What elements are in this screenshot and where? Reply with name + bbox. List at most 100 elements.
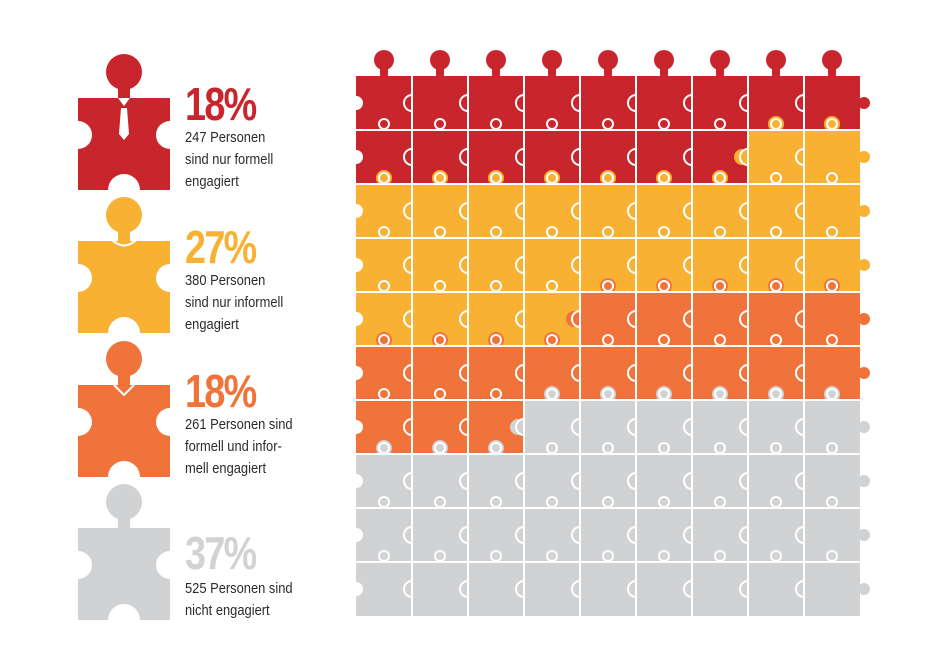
puzzle-knob-outline [459, 310, 469, 328]
legend-percent-none: 37% [185, 527, 257, 579]
puzzle-knob-outline [459, 364, 469, 382]
puzzle-knob [790, 311, 806, 327]
puzzle-knob [398, 257, 414, 273]
puzzle-knob [678, 95, 694, 111]
puzzle-knob [510, 473, 526, 489]
puzzle-knob [454, 149, 470, 165]
puzzle-tab [436, 64, 444, 78]
legend-percent-both: 18% [185, 365, 257, 417]
puzzle-knob [622, 149, 638, 165]
puzzle-knob [678, 365, 694, 381]
puzzle-knob [858, 583, 870, 595]
puzzle-knob [598, 50, 618, 70]
puzzle-knob [734, 365, 750, 381]
puzzle-knob-outline [515, 526, 525, 544]
legend-line: sind nur informell [185, 294, 284, 311]
puzzle-knob [566, 203, 582, 219]
puzzle-person-icon-informal [78, 197, 170, 333]
puzzle-knob-outline [571, 148, 581, 166]
puzzle-knob-outline [683, 364, 693, 382]
puzzle-knob [398, 149, 414, 165]
puzzle-knob [398, 419, 414, 435]
puzzle-tab [828, 64, 836, 78]
puzzle-knob [454, 203, 470, 219]
puzzle-knob [566, 581, 582, 597]
puzzle-knob [454, 581, 470, 597]
puzzle-knob-outline [795, 526, 805, 544]
puzzle-knob-outline [795, 418, 805, 436]
puzzle-knob-outline [403, 256, 413, 274]
puzzle-knob [858, 97, 870, 109]
puzzle-knob-outline [739, 472, 749, 490]
puzzle-knob-outline [515, 310, 525, 328]
legend-line: 247 Personen [185, 129, 266, 146]
puzzle-knob [734, 527, 750, 543]
puzzle-knob [510, 257, 526, 273]
puzzle-knob [858, 259, 870, 271]
puzzle-piece [804, 562, 860, 616]
legend-line: 525 Personen sind [185, 580, 293, 597]
puzzle-knob-outline [795, 580, 805, 598]
puzzle-knob-outline [683, 418, 693, 436]
puzzle-knob-outline [515, 418, 525, 436]
puzzle-knob [454, 419, 470, 435]
puzzle-knob [566, 311, 582, 327]
puzzle-knob-outline [571, 526, 581, 544]
puzzle-knob [858, 529, 870, 541]
puzzle-knob-outline [739, 202, 749, 220]
puzzle-knob [566, 257, 582, 273]
puzzle-knob-outline [459, 472, 469, 490]
puzzle-knob [398, 95, 414, 111]
puzzle-tab [492, 64, 500, 78]
puzzle-notch [352, 204, 363, 218]
legend-item-both: 18% 261 Personen sind formell und infor-… [78, 337, 348, 477]
puzzle-knob [734, 581, 750, 597]
puzzle-knob-outline [739, 256, 749, 274]
puzzle-knob-outline [403, 310, 413, 328]
puzzle-knob [678, 473, 694, 489]
puzzle-tab [548, 64, 556, 78]
puzzle-knob-outline [627, 310, 637, 328]
puzzle-tab [660, 64, 668, 78]
puzzle-notch [352, 312, 363, 326]
puzzle-knob [622, 581, 638, 597]
puzzle-knob-outline [739, 526, 749, 544]
puzzle-knob-outline [571, 202, 581, 220]
puzzle-knob-outline [403, 148, 413, 166]
puzzle-notch [352, 528, 363, 542]
puzzle-notch [352, 258, 363, 272]
puzzle-knob-outline [627, 202, 637, 220]
legend-percent-formal: 18% [185, 78, 257, 130]
puzzle-knob-outline [739, 580, 749, 598]
puzzle-knob-outline [683, 148, 693, 166]
puzzle-knob [734, 311, 750, 327]
puzzle-knob-outline [571, 364, 581, 382]
puzzle-knob [858, 367, 870, 379]
puzzle-knob [398, 581, 414, 597]
puzzle-knob-outline [515, 94, 525, 112]
puzzle-tab [380, 64, 388, 78]
puzzle-knob [790, 95, 806, 111]
puzzle-knob [622, 257, 638, 273]
puzzle-knob-outline [739, 310, 749, 328]
puzzle-person-icon-both [78, 341, 170, 477]
puzzle-knob [734, 95, 750, 111]
puzzle-knob-outline [627, 580, 637, 598]
puzzle-notch [352, 582, 363, 596]
puzzle-knob-outline [683, 202, 693, 220]
puzzle-knob-outline [739, 418, 749, 436]
puzzle-knob-outline [571, 310, 581, 328]
puzzle-knob [566, 527, 582, 543]
puzzle-knob-outline [403, 202, 413, 220]
puzzle-knob-outline [795, 364, 805, 382]
puzzle-notch [352, 150, 363, 164]
puzzle-notch [352, 366, 363, 380]
puzzle-knob [566, 95, 582, 111]
puzzle-knob-outline [795, 310, 805, 328]
puzzle-knob-outline [571, 472, 581, 490]
legend-line: 380 Personen [185, 272, 266, 289]
legend-percent-informal: 27% [185, 221, 257, 273]
puzzle-knob [734, 203, 750, 219]
puzzle-knob [510, 581, 526, 597]
puzzle-knob [622, 95, 638, 111]
